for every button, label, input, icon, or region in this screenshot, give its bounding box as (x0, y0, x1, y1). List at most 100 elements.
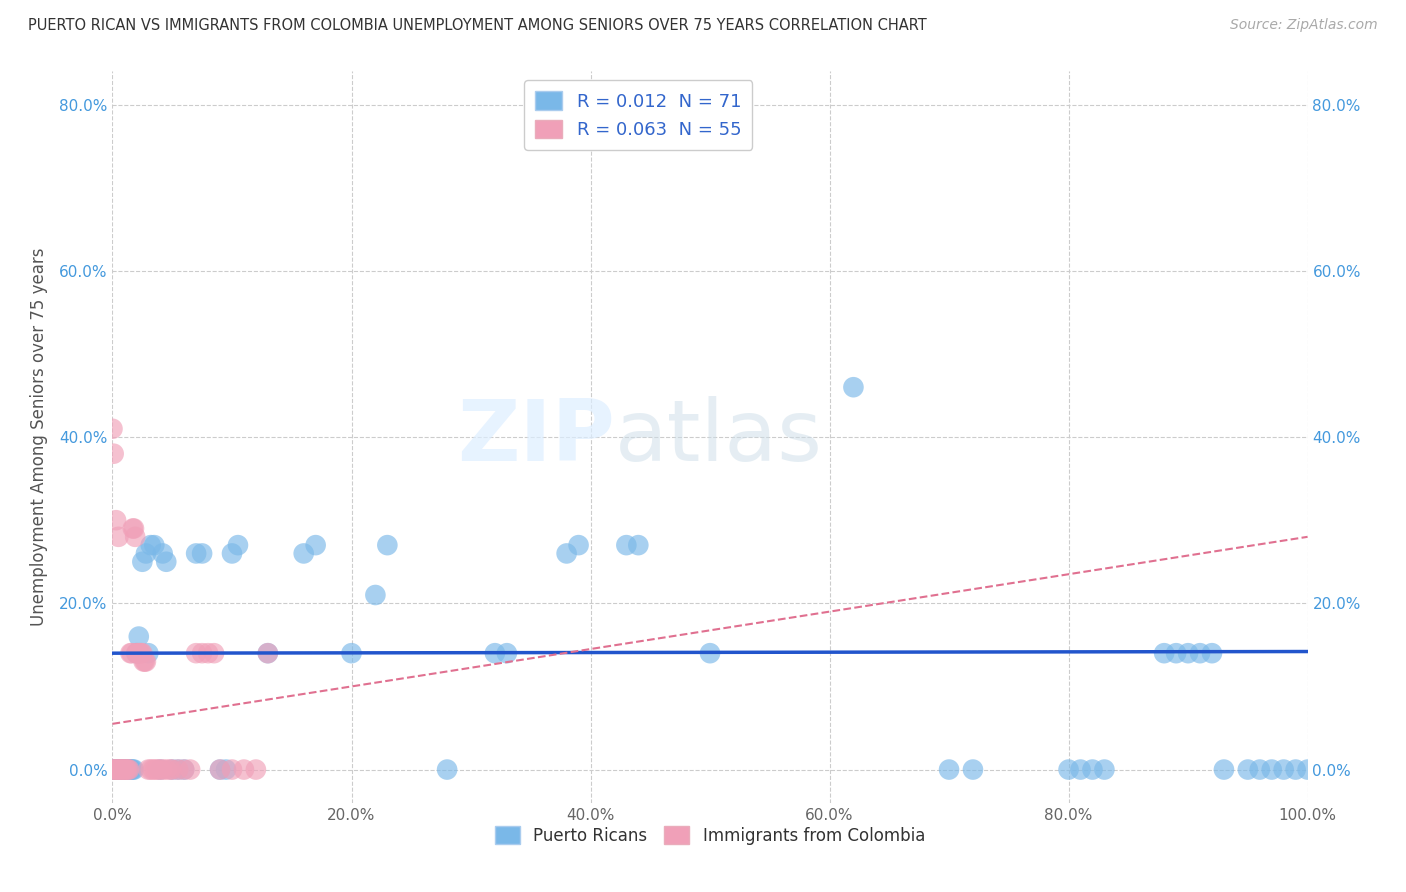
Point (226, 538, 249, 552)
Point (221, 546, 243, 560)
Point (152, 546, 174, 560)
Point (110, 763, 132, 777)
Point (1296, 763, 1319, 777)
Point (938, 763, 960, 777)
Point (135, 655, 157, 669)
Point (118, 763, 141, 777)
Point (105, 513, 128, 527)
Point (1094, 763, 1116, 777)
Point (101, 763, 124, 777)
Point (135, 546, 157, 560)
Point (111, 763, 134, 777)
Point (221, 763, 243, 777)
Point (159, 763, 181, 777)
Text: Source: ZipAtlas.com: Source: ZipAtlas.com (1230, 18, 1378, 32)
Point (1189, 646, 1212, 660)
Point (1057, 763, 1080, 777)
Point (122, 521, 145, 535)
Point (124, 530, 146, 544)
Point (162, 763, 183, 777)
Point (114, 763, 136, 777)
Point (101, 422, 124, 436)
Point (842, 380, 865, 394)
Point (167, 763, 190, 777)
Point (155, 763, 177, 777)
Point (568, 538, 591, 552)
Point (132, 655, 155, 669)
Point (1261, 763, 1284, 777)
Point (1213, 763, 1236, 777)
Point (191, 646, 214, 660)
Point (110, 763, 132, 777)
Point (436, 763, 458, 777)
Point (1177, 646, 1199, 660)
Point (127, 646, 149, 660)
Point (616, 538, 638, 552)
Point (257, 646, 280, 660)
Point (131, 646, 153, 660)
Point (145, 763, 167, 777)
Point (104, 763, 127, 777)
Point (138, 646, 160, 660)
Point (292, 546, 315, 560)
Text: ZIP: ZIP (457, 395, 614, 479)
Point (139, 763, 162, 777)
Point (139, 538, 162, 552)
Point (107, 763, 129, 777)
Point (197, 646, 219, 660)
Point (138, 763, 160, 777)
Point (120, 763, 142, 777)
Point (699, 646, 721, 660)
Point (1070, 763, 1092, 777)
Point (143, 538, 166, 552)
Point (191, 546, 214, 560)
Point (167, 763, 190, 777)
Point (173, 763, 195, 777)
Point (115, 763, 138, 777)
Point (101, 763, 124, 777)
Point (245, 763, 267, 777)
Point (1166, 646, 1188, 660)
Point (173, 763, 195, 777)
Point (121, 646, 143, 660)
Point (131, 555, 153, 569)
Legend: Puerto Ricans, Immigrants from Colombia: Puerto Ricans, Immigrants from Colombia (486, 818, 934, 853)
Point (149, 763, 172, 777)
Point (962, 763, 984, 777)
Point (209, 763, 232, 777)
Point (103, 763, 125, 777)
Point (179, 763, 201, 777)
Point (105, 763, 128, 777)
Point (108, 763, 131, 777)
Point (115, 763, 138, 777)
Point (107, 763, 129, 777)
Point (1201, 646, 1223, 660)
Point (120, 646, 142, 660)
Point (105, 763, 128, 777)
Point (121, 521, 143, 535)
Point (305, 538, 328, 552)
Point (128, 646, 150, 660)
Text: atlas: atlas (614, 395, 823, 479)
Point (1153, 646, 1175, 660)
Point (122, 763, 145, 777)
Point (209, 763, 232, 777)
Y-axis label: Unemployment Among Seniors over 75 years: Unemployment Among Seniors over 75 years (30, 248, 48, 626)
Point (114, 763, 136, 777)
Point (117, 763, 139, 777)
Point (134, 655, 156, 669)
Point (627, 538, 650, 552)
Point (215, 763, 238, 777)
Point (364, 588, 387, 602)
Point (155, 555, 177, 569)
Point (257, 646, 280, 660)
Point (1249, 763, 1271, 777)
Point (125, 646, 148, 660)
Point (186, 546, 208, 560)
Point (104, 763, 127, 777)
Point (1285, 763, 1308, 777)
Point (114, 763, 135, 777)
Point (112, 763, 135, 777)
Point (111, 763, 134, 777)
Point (142, 763, 165, 777)
